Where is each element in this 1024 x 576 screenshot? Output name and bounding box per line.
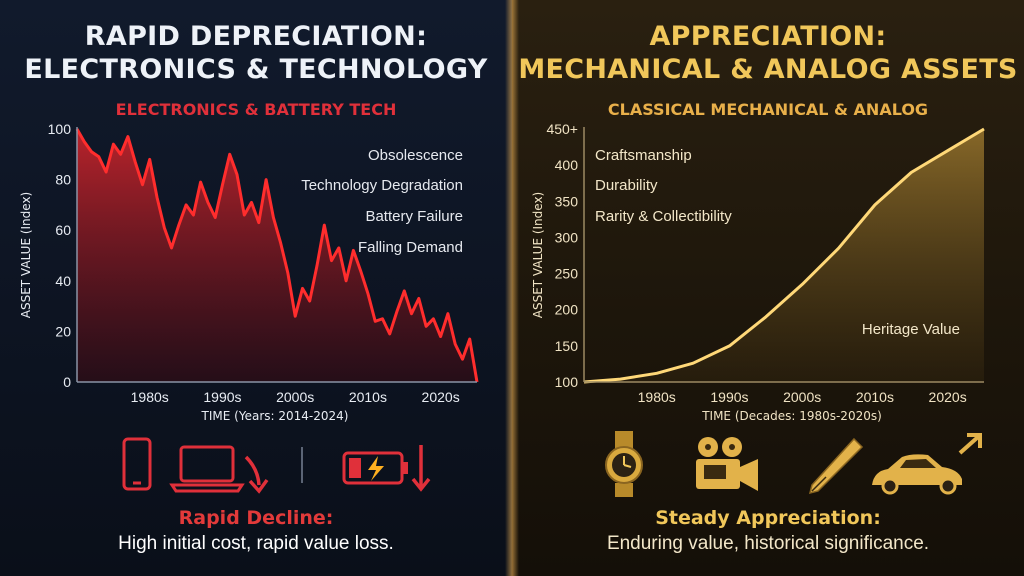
film-camera-icon <box>696 437 758 491</box>
down-arrow-icon <box>411 445 431 492</box>
depreciation-line <box>75 128 479 383</box>
depreciation-area <box>77 129 477 382</box>
title-line-1: RAPID DEPRECIATION: <box>84 21 428 52</box>
annotation-heritage-value: Heritage Value <box>862 321 960 338</box>
appreciation-caption-text: Enduring value, historical significance. <box>606 533 930 554</box>
smartphone-icon <box>122 437 152 491</box>
depreciation-icons <box>122 437 431 494</box>
up-arrow-icon <box>958 433 982 455</box>
title-line-2: MECHANICAL & ANALOG ASSETS <box>518 54 1018 85</box>
x-axis-label: TIME (Years: 2014-2024) <box>201 409 349 423</box>
x-tick-label: 2020s <box>929 389 967 405</box>
annotation-rarity: Rarity & Collectibility <box>595 208 732 225</box>
x-tick-label: 2000s <box>783 389 821 405</box>
y-tick-label: 450+ <box>546 121 578 137</box>
appreciation-line <box>583 127 985 384</box>
y-tick-label: 80 <box>55 172 71 188</box>
y-tick-label: 150 <box>555 338 579 354</box>
y-tick-label: 350 <box>555 193 579 209</box>
appreciation-panel: APPRECIATION: MECHANICAL & ANALOG ASSETS… <box>512 0 1024 576</box>
appreciation-chart: 100 150 200 250 300 350 400 450+ 1980s 1990s 2000… <box>531 121 985 423</box>
y-tick-label: 400 <box>555 157 579 173</box>
y-tick-label: 200 <box>555 302 579 318</box>
annotation-craftsmanship: Craftsmanship <box>595 147 692 164</box>
classic-car-icon <box>872 454 962 495</box>
appreciation-area <box>584 129 984 382</box>
x-tick-label: 1990s <box>710 389 748 405</box>
depreciation-chart: 0 20 40 60 80 100 1980s 1990s 2000s 2010s 2020s A… <box>19 121 479 423</box>
low-battery-icon <box>342 451 408 485</box>
y-axis-label: ASSET VALUE (Index) <box>19 192 33 319</box>
laptop-icon <box>169 445 245 493</box>
x-tick-label: 1980s <box>638 389 676 405</box>
annotation-technology-degradation: Technology Degradation <box>301 177 463 194</box>
y-tick-label: 60 <box>55 222 71 238</box>
depreciation-title: RAPID DEPRECIATION: ELECTRONICS & TECHNO… <box>0 20 512 86</box>
x-tick-label: 2010s <box>349 389 387 405</box>
annotation-obsolescence: Obsolescence <box>368 147 463 164</box>
annotation-durability: Durability <box>595 177 658 194</box>
appreciation-caption-title: Steady Appreciation: <box>655 507 881 529</box>
x-tick-label: 2020s <box>422 389 460 405</box>
y-tick-label: 0 <box>63 374 71 390</box>
y-tick-label: 40 <box>55 273 71 289</box>
panel-divider <box>505 0 519 576</box>
annotation-falling-demand: Falling Demand <box>358 239 463 256</box>
y-tick-label: 100 <box>555 374 579 390</box>
watch-icon <box>605 431 643 497</box>
annotation-battery-failure: Battery Failure <box>365 208 463 225</box>
y-tick-label: 250 <box>555 266 579 282</box>
appreciation-title: APPRECIATION: MECHANICAL & ANALOG ASSETS <box>512 20 1024 86</box>
depreciation-subtitle: ELECTRONICS & BATTERY TECH <box>115 100 397 119</box>
x-axis-label: TIME (Decades: 1980s-2020s) <box>701 409 882 423</box>
depreciation-panel: RAPID DEPRECIATION: ELECTRONICS & TECHNO… <box>0 0 512 576</box>
depreciation-caption-title: Rapid Decline: <box>178 507 334 529</box>
depreciation-caption-text: High initial cost, rapid value loss. <box>118 533 394 554</box>
y-tick-label: 100 <box>48 121 72 137</box>
x-tick-label: 1980s <box>131 389 169 405</box>
down-arrow-icon <box>244 455 269 494</box>
appreciation-subtitle: CLASSICAL MECHANICAL & ANALOG <box>607 100 929 119</box>
x-tick-label: 2000s <box>276 389 314 405</box>
appreciation-icons <box>605 431 982 497</box>
x-tick-label: 2010s <box>856 389 894 405</box>
title-line-2: ELECTRONICS & TECHNOLOGY <box>24 54 488 85</box>
title-line-1: APPRECIATION: <box>649 21 887 52</box>
y-tick-label: 20 <box>55 323 71 339</box>
y-tick-label: 300 <box>555 229 579 245</box>
x-tick-label: 1990s <box>203 389 241 405</box>
y-axis-label: ASSET VALUE (Index) <box>531 192 545 319</box>
fountain-pen-icon <box>808 437 864 495</box>
